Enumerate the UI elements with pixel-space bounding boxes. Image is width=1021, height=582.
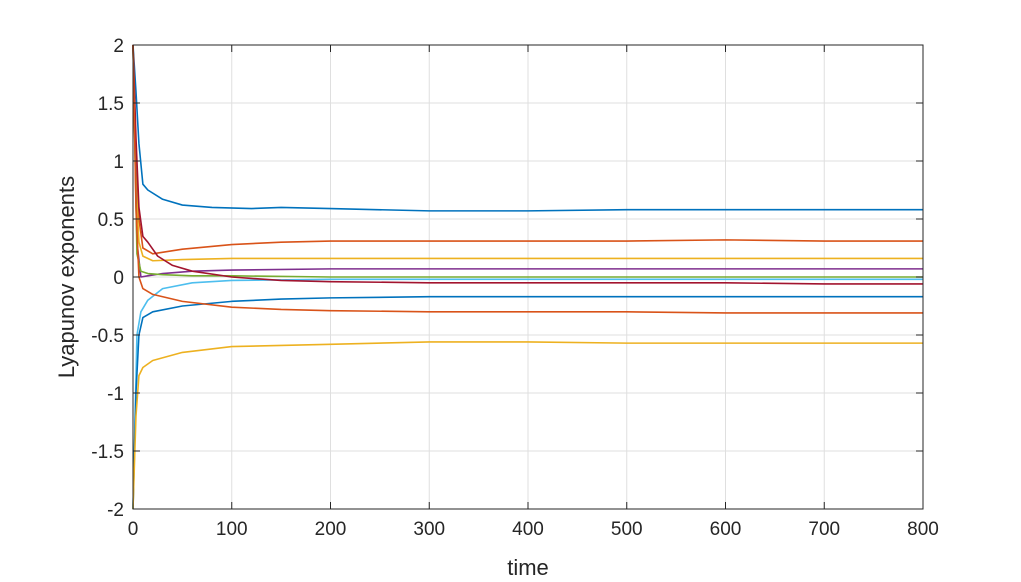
y-tick-label: -0.5 xyxy=(91,326,124,347)
x-tick-label: 500 xyxy=(611,519,643,540)
x-axis-label: time xyxy=(507,555,549,580)
series-line-4 xyxy=(132,44,923,278)
x-axis-ticks: 0 100 200 300 400 500 600 700 800 xyxy=(128,45,939,540)
y-axis-ticks: -2 -1.5 -1 -0.5 0 0.5 1 1.5 2 xyxy=(91,36,923,521)
y-tick-label: -1 xyxy=(107,384,124,405)
y-tick-label: 2 xyxy=(113,36,124,57)
x-tick-label: 200 xyxy=(315,519,347,540)
y-tick-label: 0.5 xyxy=(98,210,124,231)
series-group xyxy=(132,44,923,510)
series-line-1 xyxy=(132,44,923,212)
series-line-10 xyxy=(132,341,923,510)
y-tick-label: 0 xyxy=(113,268,124,289)
y-tick-label: -1.5 xyxy=(91,442,124,463)
x-tick-label: 100 xyxy=(216,519,248,540)
grid-lines xyxy=(133,45,923,509)
x-tick-label: 800 xyxy=(907,519,939,540)
y-axis-label: Lyapunov exponents xyxy=(54,176,79,378)
x-tick-label: 400 xyxy=(512,519,544,540)
x-tick-label: 700 xyxy=(808,519,840,540)
series-line-2 xyxy=(132,44,923,255)
x-tick-label: 600 xyxy=(710,519,742,540)
series-line-7 xyxy=(132,44,923,285)
x-tick-label: 0 xyxy=(128,519,139,540)
y-tick-label: 1.5 xyxy=(98,94,124,115)
y-tick-label: 1 xyxy=(113,152,124,173)
series-line-9 xyxy=(132,44,923,314)
series-line-5 xyxy=(132,44,923,278)
y-tick-label: -2 xyxy=(107,500,124,521)
series-line-3 xyxy=(132,44,923,262)
x-tick-label: 300 xyxy=(413,519,445,540)
series-line-8 xyxy=(132,295,923,510)
